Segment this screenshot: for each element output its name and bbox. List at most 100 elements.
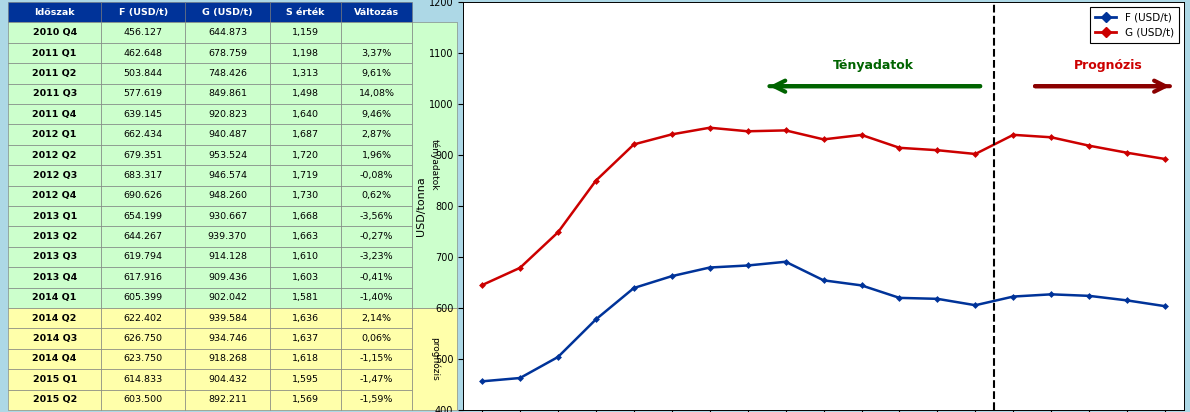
Text: 904.432: 904.432 (208, 375, 248, 384)
Bar (340, 227, 412, 247)
Text: 2014 Q3: 2014 Q3 (32, 334, 77, 343)
Bar (8, 328, 101, 349)
Bar (340, 349, 412, 369)
Bar (101, 165, 186, 185)
Bar (340, 308, 412, 328)
Text: 940.487: 940.487 (208, 130, 248, 139)
Text: 617.916: 617.916 (124, 273, 163, 282)
Text: -3,56%: -3,56% (359, 212, 393, 221)
Text: 1,719: 1,719 (292, 171, 319, 180)
Text: 1,581: 1,581 (292, 293, 319, 302)
Bar (186, 328, 270, 349)
Bar (340, 288, 412, 308)
Text: 1,498: 1,498 (292, 89, 319, 98)
Bar (340, 63, 412, 84)
Bar (8, 2, 101, 23)
Bar (101, 227, 186, 247)
Bar (8, 104, 101, 124)
Text: Időszak: Időszak (35, 8, 75, 17)
Bar (8, 288, 101, 308)
Bar (186, 247, 270, 267)
Text: 14,08%: 14,08% (358, 89, 395, 98)
Text: 679.351: 679.351 (124, 150, 163, 159)
Text: -0,41%: -0,41% (359, 273, 393, 282)
Bar (186, 145, 270, 165)
Bar (270, 43, 340, 63)
Text: 2015 Q1: 2015 Q1 (32, 375, 77, 384)
Text: 849.861: 849.861 (208, 89, 248, 98)
Bar (101, 206, 186, 227)
Bar (186, 63, 270, 84)
Text: 1,640: 1,640 (292, 110, 319, 119)
Text: 1,618: 1,618 (292, 354, 319, 363)
Bar (340, 390, 412, 410)
Bar (340, 145, 412, 165)
Bar (340, 369, 412, 390)
Text: 2012 Q2: 2012 Q2 (32, 150, 77, 159)
Text: 946.574: 946.574 (208, 171, 248, 180)
Text: 622.402: 622.402 (124, 314, 163, 323)
Bar (270, 267, 340, 288)
Text: 0,06%: 0,06% (362, 334, 392, 343)
Text: -1,59%: -1,59% (359, 395, 393, 404)
Text: 683.317: 683.317 (124, 171, 163, 180)
Bar (186, 369, 270, 390)
Bar (186, 267, 270, 288)
Text: 934.746: 934.746 (208, 334, 248, 343)
Bar (8, 23, 101, 43)
Bar (101, 124, 186, 145)
Text: Tényadatok: Tényadatok (833, 59, 914, 72)
Text: 953.524: 953.524 (208, 150, 248, 159)
Bar (340, 2, 412, 23)
Bar (186, 349, 270, 369)
Text: 577.619: 577.619 (124, 89, 163, 98)
Text: 1,687: 1,687 (292, 130, 319, 139)
Text: 1,96%: 1,96% (362, 150, 392, 159)
Text: 2012 Q3: 2012 Q3 (32, 171, 77, 180)
Bar (186, 390, 270, 410)
Bar (186, 84, 270, 104)
Text: 614.833: 614.833 (124, 375, 163, 384)
Bar (101, 84, 186, 104)
Bar (270, 23, 340, 43)
Text: 892.211: 892.211 (208, 395, 248, 404)
Bar (270, 206, 340, 227)
Bar (101, 23, 186, 43)
Text: 1,603: 1,603 (292, 273, 319, 282)
Text: 2011 Q1: 2011 Q1 (32, 49, 77, 58)
Bar (270, 2, 340, 23)
Bar (8, 349, 101, 369)
Bar (270, 369, 340, 390)
Text: 914.128: 914.128 (208, 253, 248, 262)
Text: 939.370: 939.370 (208, 232, 248, 241)
Bar (270, 145, 340, 165)
Text: 690.626: 690.626 (124, 191, 163, 200)
Text: 2012 Q1: 2012 Q1 (32, 130, 77, 139)
Bar (101, 349, 186, 369)
Text: 1,663: 1,663 (292, 232, 319, 241)
Bar (270, 124, 340, 145)
Text: 678.759: 678.759 (208, 49, 248, 58)
Text: 623.750: 623.750 (124, 354, 163, 363)
Text: 902.042: 902.042 (208, 293, 248, 302)
Bar (101, 369, 186, 390)
Bar (8, 43, 101, 63)
Bar (8, 84, 101, 104)
Text: 1,720: 1,720 (292, 150, 319, 159)
Bar (8, 308, 101, 328)
Text: -1,47%: -1,47% (359, 375, 393, 384)
Bar (186, 206, 270, 227)
Text: -1,15%: -1,15% (359, 354, 393, 363)
Bar (101, 247, 186, 267)
Bar (8, 390, 101, 410)
Bar (340, 84, 412, 104)
Bar (270, 63, 340, 84)
Bar (101, 328, 186, 349)
Text: S érték: S érték (286, 8, 325, 17)
Text: 2,87%: 2,87% (362, 130, 392, 139)
Text: -3,23%: -3,23% (359, 253, 394, 262)
Text: 626.750: 626.750 (124, 334, 163, 343)
Text: -0,08%: -0,08% (359, 171, 393, 180)
Bar (270, 185, 340, 206)
Bar (340, 124, 412, 145)
